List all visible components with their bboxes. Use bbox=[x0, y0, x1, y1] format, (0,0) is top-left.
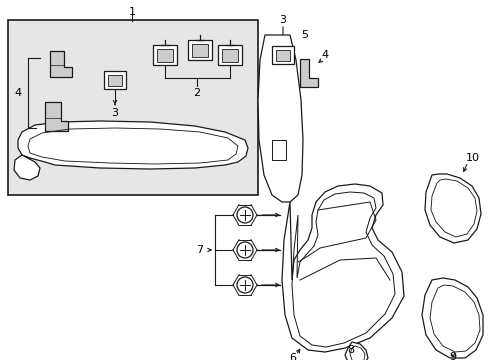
Text: 7: 7 bbox=[196, 245, 203, 255]
Text: 8: 8 bbox=[346, 345, 353, 355]
FancyBboxPatch shape bbox=[187, 40, 212, 60]
Polygon shape bbox=[421, 278, 482, 358]
FancyBboxPatch shape bbox=[271, 46, 293, 64]
FancyBboxPatch shape bbox=[108, 75, 122, 86]
Text: 3: 3 bbox=[279, 15, 286, 25]
Bar bbox=[8, 20, 258, 195]
Polygon shape bbox=[299, 59, 317, 87]
Text: 10: 10 bbox=[465, 153, 479, 163]
Text: 6: 6 bbox=[289, 353, 296, 360]
Text: 3: 3 bbox=[111, 108, 118, 118]
Polygon shape bbox=[18, 121, 247, 169]
FancyBboxPatch shape bbox=[275, 50, 289, 61]
FancyBboxPatch shape bbox=[153, 45, 177, 65]
Polygon shape bbox=[282, 184, 403, 352]
Polygon shape bbox=[14, 155, 40, 180]
Polygon shape bbox=[50, 51, 71, 77]
Circle shape bbox=[237, 277, 252, 293]
Text: 1: 1 bbox=[128, 7, 135, 17]
Text: 4: 4 bbox=[15, 88, 21, 98]
FancyBboxPatch shape bbox=[157, 49, 173, 62]
Circle shape bbox=[237, 207, 252, 223]
Text: 4: 4 bbox=[321, 50, 328, 60]
Polygon shape bbox=[345, 342, 367, 360]
FancyBboxPatch shape bbox=[104, 71, 126, 89]
FancyBboxPatch shape bbox=[218, 45, 242, 65]
FancyBboxPatch shape bbox=[192, 44, 207, 57]
Polygon shape bbox=[424, 174, 480, 243]
Bar bbox=[271, 140, 285, 160]
Text: 2: 2 bbox=[193, 88, 200, 98]
Polygon shape bbox=[45, 102, 68, 131]
Circle shape bbox=[237, 242, 252, 258]
Text: 9: 9 bbox=[448, 352, 456, 360]
Text: 5: 5 bbox=[301, 30, 308, 40]
FancyBboxPatch shape bbox=[222, 49, 238, 62]
Polygon shape bbox=[258, 35, 303, 202]
